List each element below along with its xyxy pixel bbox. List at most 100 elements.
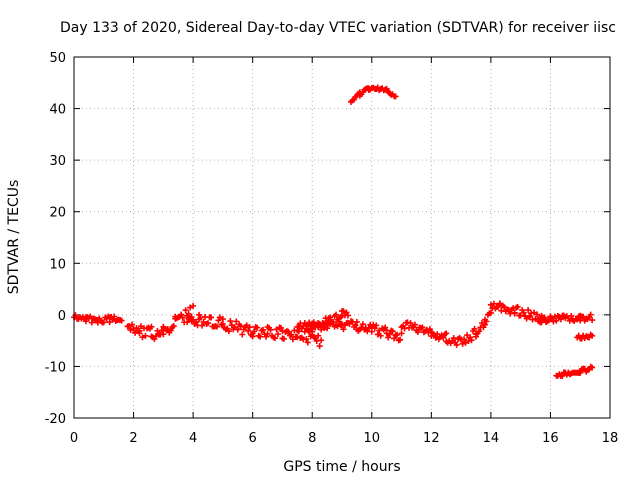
data-point	[534, 311, 541, 318]
series-segment-2	[124, 302, 197, 342]
data-point	[234, 326, 241, 333]
data-point	[473, 333, 479, 340]
x-tick-label: 10	[364, 431, 381, 446]
data-point	[205, 320, 211, 327]
data-point	[541, 314, 548, 321]
data-point	[490, 300, 497, 307]
data-point	[340, 326, 347, 333]
data-point	[303, 336, 310, 343]
data-point	[167, 327, 174, 334]
data-point	[318, 337, 325, 344]
data-point	[272, 335, 278, 342]
data-point	[127, 327, 134, 334]
data-point	[245, 327, 252, 334]
data-point	[394, 331, 401, 338]
data-point	[343, 309, 350, 316]
data-point	[426, 326, 433, 333]
data-point	[277, 324, 284, 331]
data-point	[525, 307, 532, 314]
data-point	[483, 318, 490, 325]
x-tick-label: 8	[308, 431, 316, 446]
data-point	[118, 317, 125, 324]
data-point	[215, 317, 222, 324]
data-point	[260, 326, 267, 333]
data-point	[239, 331, 246, 338]
data-point	[82, 318, 89, 325]
data-point	[100, 319, 107, 326]
y-tick-label: 50	[49, 51, 66, 66]
data-point	[352, 322, 359, 329]
data-point	[285, 328, 292, 335]
data-point	[373, 322, 380, 329]
y-tick-label: 20	[49, 206, 66, 221]
data-point	[459, 340, 466, 347]
data-point	[148, 323, 155, 330]
data-point	[324, 325, 331, 332]
series-segment-3	[184, 311, 325, 350]
data-point	[207, 314, 214, 321]
data-point	[254, 324, 261, 331]
data-point	[111, 313, 118, 320]
data-point	[344, 312, 351, 319]
x-tick-label: 0	[70, 431, 78, 446]
data-point	[589, 317, 596, 324]
data-point	[553, 317, 560, 324]
data-point	[440, 334, 447, 341]
data-point	[487, 309, 494, 316]
data-point	[511, 309, 518, 316]
data-point	[280, 335, 287, 342]
y-tick-label: 0	[58, 309, 66, 324]
data-point	[213, 323, 220, 330]
x-tick-label: 4	[189, 431, 197, 446]
data-point	[589, 332, 596, 339]
data-point	[397, 336, 404, 343]
data-point	[419, 324, 426, 331]
series-segment-11	[574, 331, 596, 342]
x-tick-label: 2	[129, 431, 137, 446]
data-point	[557, 316, 564, 323]
data-point	[267, 326, 274, 333]
data-point	[318, 323, 325, 330]
y-tick-label: -20	[45, 412, 66, 427]
data-point	[179, 314, 186, 321]
data-point	[257, 333, 264, 340]
data-point	[386, 331, 393, 338]
data-point	[487, 301, 494, 308]
data-point	[587, 311, 594, 318]
data-point	[142, 332, 149, 339]
data-point	[133, 325, 140, 332]
data-point	[316, 343, 323, 350]
data-point	[170, 323, 177, 330]
data-point	[237, 323, 244, 330]
plot-frame	[73, 56, 611, 419]
data-point	[368, 328, 375, 335]
y-tick-label: 10	[49, 257, 66, 272]
y-tick-label: 40	[49, 103, 66, 118]
data-point	[334, 323, 341, 330]
axis-ticks: 0 2 4 6 8 10 12 14 16 18 -20 -10 0 10 20 30 40 50	[45, 51, 619, 446]
y-tick-label: 30	[49, 154, 66, 169]
data-point	[274, 331, 281, 338]
data-point	[190, 302, 197, 309]
data-point	[330, 319, 337, 326]
data-point	[398, 330, 405, 337]
data-point	[475, 328, 482, 335]
series-segment-9	[535, 311, 596, 326]
chart-title: Day 133 of 2020, Sidereal Day-to-day VTE…	[60, 20, 616, 36]
series-segment-10	[553, 363, 596, 379]
data-point	[324, 319, 331, 326]
x-tick-label: 6	[249, 431, 257, 446]
data-point	[453, 341, 460, 348]
grid-lines	[74, 57, 610, 418]
series-segment-1	[71, 312, 125, 326]
data-point	[233, 318, 240, 325]
data-point	[304, 339, 311, 346]
x-tick-label: 16	[542, 431, 559, 446]
data-point	[359, 321, 366, 328]
x-axis-label: GPS time / hours	[283, 459, 400, 475]
data-point	[468, 337, 475, 344]
data-point	[225, 328, 232, 335]
data-point	[385, 334, 392, 341]
data-point	[184, 319, 191, 326]
